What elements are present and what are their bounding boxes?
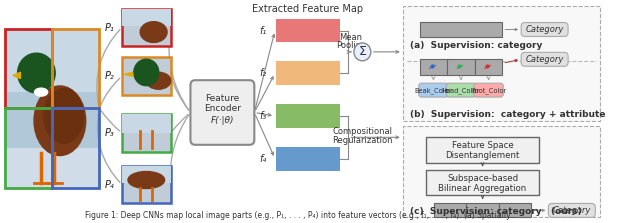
- FancyArrowPatch shape: [100, 78, 120, 105]
- Text: Feature Space: Feature Space: [452, 141, 513, 150]
- FancyArrowPatch shape: [255, 77, 273, 110]
- Bar: [403, 126, 600, 217]
- Text: (b)  Supervision:  category + attribute: (b) Supervision: category + attribute: [410, 110, 606, 120]
- Bar: [122, 57, 171, 95]
- FancyArrowPatch shape: [255, 34, 275, 110]
- FancyArrowPatch shape: [169, 30, 189, 110]
- Bar: [122, 9, 171, 46]
- Text: Subspace-based: Subspace-based: [447, 174, 518, 183]
- FancyArrowPatch shape: [172, 79, 189, 110]
- Circle shape: [134, 59, 159, 86]
- Ellipse shape: [35, 88, 47, 96]
- Bar: [122, 9, 171, 26]
- FancyArrowPatch shape: [170, 115, 189, 182]
- Bar: [276, 61, 340, 85]
- Polygon shape: [124, 72, 132, 76]
- FancyBboxPatch shape: [521, 23, 568, 37]
- FancyArrowPatch shape: [172, 114, 188, 131]
- Text: f₃: f₃: [259, 111, 266, 121]
- Text: Pooling: Pooling: [336, 41, 367, 50]
- Text: Figure 1: Deep CNNs map local image parts (e.g., P₁, . . . , P₄) into feature ve: Figure 1: Deep CNNs map local image part…: [86, 211, 517, 220]
- FancyArrowPatch shape: [97, 29, 120, 105]
- Bar: [447, 59, 475, 75]
- Ellipse shape: [147, 72, 171, 89]
- Text: f₂: f₂: [259, 68, 266, 78]
- FancyBboxPatch shape: [548, 203, 595, 217]
- Text: Category: Category: [553, 206, 591, 215]
- Text: Compositional: Compositional: [332, 127, 392, 136]
- Bar: [426, 137, 539, 163]
- Bar: [276, 147, 340, 171]
- Ellipse shape: [44, 89, 83, 143]
- Text: F(·|θ): F(·|θ): [211, 116, 234, 125]
- Bar: [122, 114, 171, 152]
- Circle shape: [18, 53, 55, 93]
- Bar: [5, 29, 52, 108]
- Ellipse shape: [140, 22, 167, 42]
- Text: Category: Category: [525, 55, 564, 64]
- FancyArrowPatch shape: [347, 50, 351, 53]
- Ellipse shape: [128, 171, 164, 188]
- Bar: [434, 203, 467, 217]
- FancyArrowPatch shape: [255, 115, 273, 155]
- Text: (c)  Supervision: category   (ours): (c) Supervision: category (ours): [410, 207, 582, 216]
- Text: P₃: P₃: [104, 128, 115, 138]
- Bar: [403, 6, 600, 121]
- Bar: [5, 29, 99, 92]
- FancyBboxPatch shape: [521, 52, 568, 66]
- FancyArrowPatch shape: [534, 209, 545, 211]
- Bar: [420, 59, 447, 75]
- FancyBboxPatch shape: [419, 83, 448, 97]
- Text: Σ: Σ: [358, 45, 366, 58]
- FancyArrowPatch shape: [505, 60, 517, 63]
- Text: Regularization: Regularization: [332, 136, 392, 145]
- Text: Disentanglement: Disentanglement: [445, 151, 520, 160]
- Bar: [475, 59, 502, 75]
- Bar: [122, 114, 171, 133]
- Bar: [5, 148, 99, 188]
- FancyArrowPatch shape: [101, 110, 120, 131]
- Text: Encoder: Encoder: [204, 104, 241, 113]
- Bar: [5, 108, 52, 188]
- Text: f₄: f₄: [259, 154, 266, 164]
- Ellipse shape: [34, 86, 86, 155]
- Text: f₁: f₁: [259, 25, 266, 35]
- Polygon shape: [13, 72, 20, 78]
- Circle shape: [354, 43, 371, 61]
- Bar: [276, 19, 340, 42]
- FancyArrowPatch shape: [97, 111, 120, 182]
- FancyArrowPatch shape: [481, 163, 484, 166]
- Text: Mean: Mean: [340, 33, 363, 42]
- FancyArrowPatch shape: [374, 50, 399, 53]
- Text: Head_Color: Head_Color: [442, 87, 480, 93]
- FancyArrowPatch shape: [505, 28, 517, 31]
- Text: (a)  Supervision: category: (a) Supervision: category: [410, 41, 543, 50]
- FancyBboxPatch shape: [191, 80, 254, 145]
- FancyArrowPatch shape: [257, 113, 271, 116]
- Bar: [52, 108, 99, 188]
- FancyBboxPatch shape: [446, 83, 476, 97]
- Bar: [499, 203, 531, 217]
- Bar: [5, 29, 99, 188]
- Text: P₁: P₁: [104, 23, 115, 33]
- Bar: [420, 22, 502, 37]
- Text: Bilinear Aggregation: Bilinear Aggregation: [438, 184, 527, 193]
- Bar: [467, 203, 499, 217]
- Bar: [122, 166, 171, 203]
- Bar: [276, 104, 340, 128]
- FancyArrowPatch shape: [351, 136, 399, 139]
- Bar: [52, 29, 99, 108]
- Bar: [122, 166, 171, 183]
- Text: Beak_Color: Beak_Color: [415, 87, 452, 93]
- Text: Category: Category: [525, 25, 564, 34]
- Text: P₂: P₂: [104, 71, 115, 81]
- Text: Extracted Feature Map: Extracted Feature Map: [252, 4, 364, 14]
- Bar: [426, 170, 539, 196]
- Text: Foot_Color: Foot_Color: [471, 87, 506, 93]
- FancyBboxPatch shape: [474, 83, 503, 97]
- Text: Feature: Feature: [205, 94, 239, 103]
- Text: P₄: P₄: [104, 180, 115, 190]
- FancyArrowPatch shape: [481, 195, 484, 198]
